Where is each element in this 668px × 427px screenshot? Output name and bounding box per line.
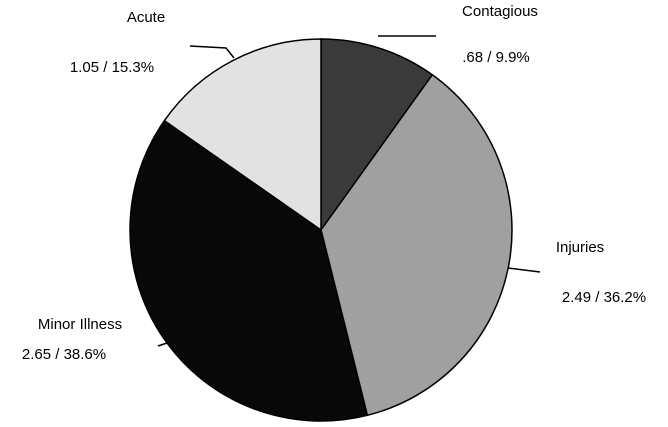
pie-slice [320,73,513,417]
pie-slice [320,38,434,233]
slice-label: Injuries [556,239,604,256]
value-label: 2.49 / 36.2% [562,289,646,306]
value-label: 1.05 / 15.3% [70,59,154,76]
pie-slice [129,119,369,422]
slice-label: Minor Illness [38,316,122,333]
value-label: .68 / 9.9% [462,49,530,66]
leader-line [189,45,235,59]
slice-label: Acute [127,9,165,26]
value-label: 2.65 / 38.6% [22,346,106,363]
pie-slice [163,38,322,232]
slice-label: Contagious [462,3,538,20]
leader-line [507,267,541,273]
pie [129,38,513,422]
